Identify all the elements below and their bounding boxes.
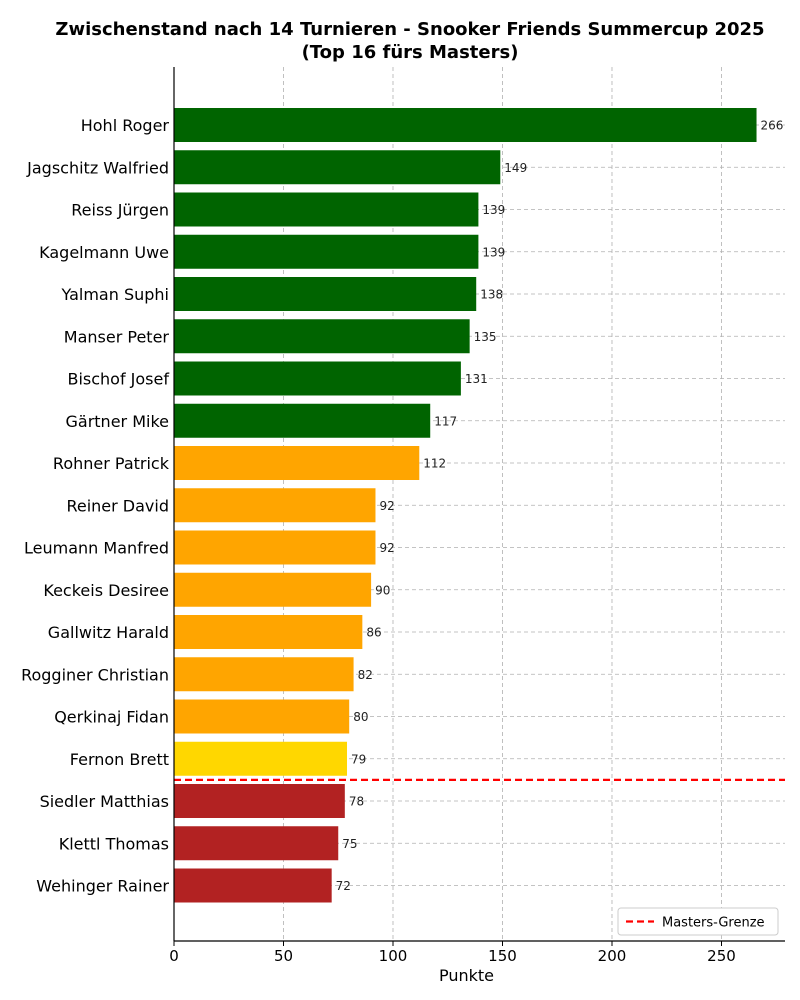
value-label-2: 139 <box>482 203 505 217</box>
value-label-5: 135 <box>474 330 497 344</box>
chart-title-block: Zwischenstand nach 14 Turnieren - Snooke… <box>0 18 800 64</box>
value-label-8: 112 <box>423 457 446 471</box>
bar-2 <box>174 192 479 227</box>
value-label-9: 92 <box>379 499 394 513</box>
value-label-1: 149 <box>504 161 527 175</box>
category-label-16: Siedler Matthias <box>40 792 169 811</box>
bar-14 <box>174 699 350 734</box>
bar-16 <box>174 784 345 818</box>
value-label-18: 72 <box>336 879 351 893</box>
legend-threshold-label: Masters-Grenze <box>662 916 765 931</box>
x-tick-label-3: 150 <box>488 947 517 965</box>
x-tick-label-5: 250 <box>707 947 736 965</box>
bar-4 <box>174 277 477 311</box>
bar-9 <box>174 488 376 523</box>
bar-18 <box>174 868 332 903</box>
x-tick-label-0: 0 <box>169 947 179 965</box>
value-label-10: 92 <box>379 541 394 555</box>
category-label-8: Rohner Patrick <box>53 454 170 473</box>
category-label-11: Keckeis Desiree <box>43 581 169 600</box>
bar-17 <box>174 826 339 861</box>
category-label-15: Fernon Brett <box>70 750 169 769</box>
category-label-2: Reiss Jürgen <box>71 201 169 220</box>
bar-10 <box>174 530 376 565</box>
value-label-4: 138 <box>480 288 503 302</box>
bar-15 <box>174 741 348 776</box>
bar-7 <box>174 403 431 438</box>
value-label-11: 90 <box>375 583 390 597</box>
category-label-18: Wehinger Rainer <box>36 877 169 896</box>
category-label-4: Yalman Suphi <box>61 285 169 304</box>
category-label-7: Gärtner Mike <box>66 412 170 431</box>
category-label-10: Leumann Manfred <box>24 539 169 558</box>
bar-6 <box>174 361 461 396</box>
value-label-17: 75 <box>342 837 357 851</box>
bar-11 <box>174 572 372 607</box>
category-label-13: Rogginer Christian <box>21 665 169 684</box>
legend-box <box>617 907 779 936</box>
value-label-15: 79 <box>351 752 366 766</box>
x-tick-label-2: 100 <box>379 947 408 965</box>
value-label-0: 266 <box>761 119 784 133</box>
x-axis-label: Punkte <box>439 966 494 985</box>
bar-12 <box>174 615 363 649</box>
chart-title: Zwischenstand nach 14 Turnieren - Snooke… <box>55 19 765 40</box>
bar-1 <box>174 150 501 185</box>
value-label-6: 131 <box>465 372 488 386</box>
category-label-1: Jagschitz Walfried <box>26 158 169 177</box>
x-tick-label-1: 50 <box>274 947 293 965</box>
category-label-14: Qerkinaj Fidan <box>54 708 169 727</box>
value-label-7: 117 <box>434 414 457 428</box>
category-label-9: Reiner David <box>66 496 169 515</box>
category-label-3: Kagelmann Uwe <box>39 243 169 262</box>
category-label-12: Gallwitz Harald <box>48 623 169 642</box>
bar-8 <box>174 446 420 480</box>
value-label-16: 78 <box>349 795 364 809</box>
category-label-17: Klettl Thomas <box>59 834 169 853</box>
value-label-13: 82 <box>358 668 373 682</box>
value-label-14: 80 <box>353 710 368 724</box>
chart-subtitle: (Top 16 fürs Masters) <box>301 42 519 63</box>
category-label-5: Manser Peter <box>64 327 170 346</box>
category-label-0: Hohl Roger <box>81 116 170 135</box>
bar-5 <box>174 319 470 354</box>
category-label-6: Bischof Josef <box>67 370 169 389</box>
x-tick-label-4: 200 <box>598 947 627 965</box>
value-label-12: 86 <box>366 626 381 640</box>
value-label-3: 139 <box>482 245 505 259</box>
bar-13 <box>174 657 354 692</box>
bar-0 <box>174 108 757 142</box>
bar-3 <box>174 234 479 269</box>
